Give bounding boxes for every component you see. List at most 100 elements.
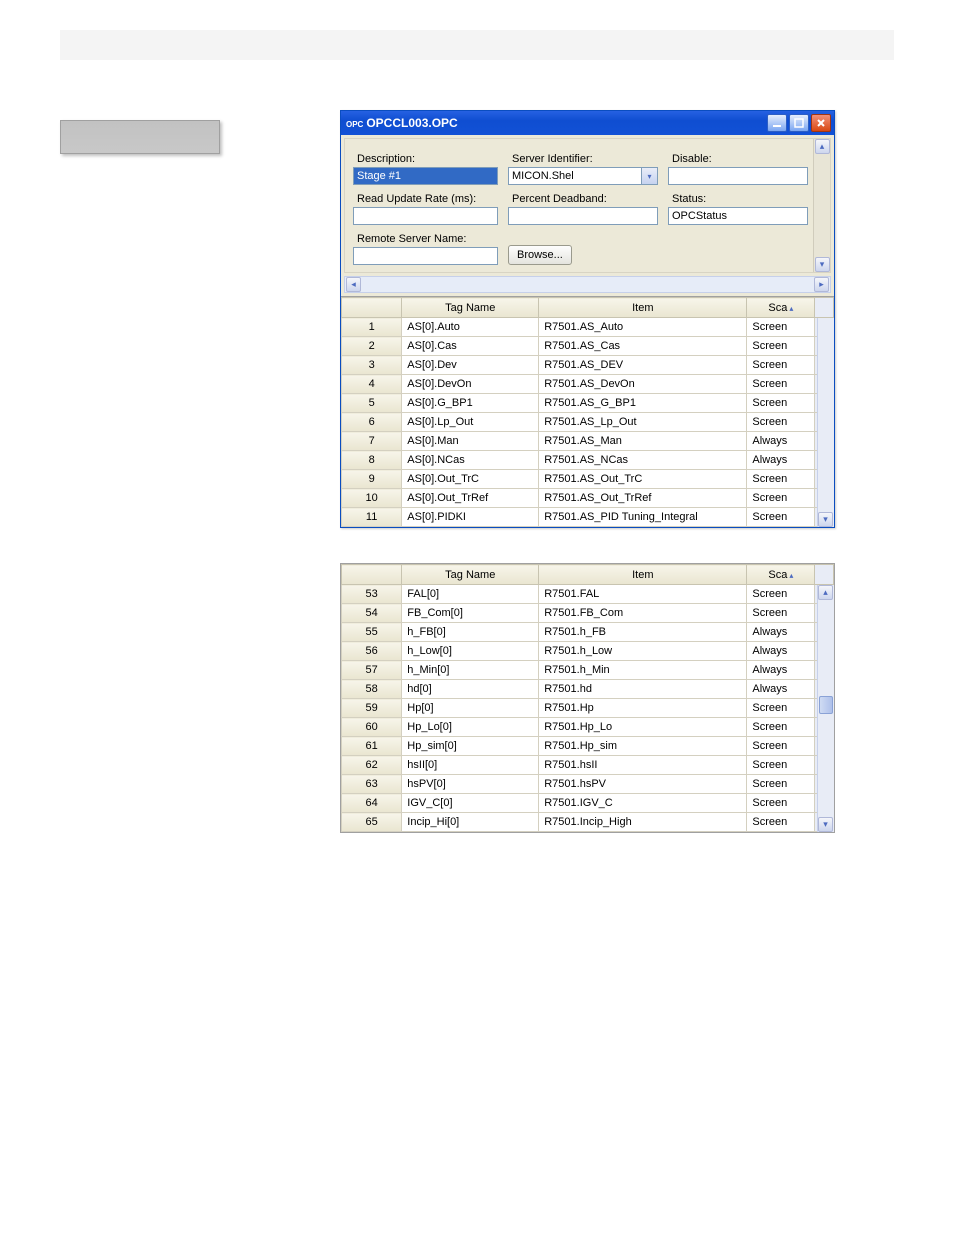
grid2-sca-cell[interactable]: Always [747, 680, 815, 699]
grid2-item-cell[interactable]: R7501.h_Min [539, 661, 747, 680]
grid1-tag-cell[interactable]: AS[0].Cas [402, 337, 539, 356]
grid1-sca-cell[interactable]: Screen [747, 356, 815, 375]
grid2-item-cell[interactable]: R7501.h_FB [539, 623, 747, 642]
grid1-tag-cell[interactable]: AS[0].PIDKI [402, 508, 539, 527]
grid2-tag-cell[interactable]: IGV_C[0] [402, 794, 539, 813]
grid2-item-cell[interactable]: R7501.h_Low [539, 642, 747, 661]
table-row[interactable]: 8AS[0].NCasR7501.AS_NCasAlways [342, 451, 834, 470]
remote-server-name-input[interactable] [353, 247, 498, 265]
grid1-item-cell[interactable]: R7501.AS_G_BP1 [539, 394, 747, 413]
grid2-item-cell[interactable]: R7501.hsPV [539, 775, 747, 794]
grid1-tag-cell[interactable]: AS[0].Lp_Out [402, 413, 539, 432]
grid1-item-cell[interactable]: R7501.AS_Cas [539, 337, 747, 356]
grid1-scroll-down-icon[interactable]: ▾ [818, 512, 833, 527]
grid1-item-cell[interactable]: R7501.AS_PID Tuning_Integral [539, 508, 747, 527]
grid2-item-cell[interactable]: R7501.hsII [539, 756, 747, 775]
grid1-tag-cell[interactable]: AS[0].Man [402, 432, 539, 451]
table-row[interactable]: 61Hp_sim[0]R7501.Hp_simScreen [342, 737, 834, 756]
table-row[interactable]: 7AS[0].ManR7501.AS_ManAlways [342, 432, 834, 451]
grid2-item-cell[interactable]: R7501.Incip_High [539, 813, 747, 832]
maximize-button[interactable] [789, 114, 809, 132]
table-row[interactable]: 6AS[0].Lp_OutR7501.AS_Lp_OutScreen [342, 413, 834, 432]
table-row[interactable]: 56h_Low[0]R7501.h_LowAlways [342, 642, 834, 661]
table-row[interactable]: 57h_Min[0]R7501.h_MinAlways [342, 661, 834, 680]
grid2-sca-cell[interactable]: Screen [747, 756, 815, 775]
grid2-scroll-down-icon[interactable]: ▾ [818, 817, 833, 832]
server-identifier-input[interactable]: MICON.Shel [508, 167, 641, 185]
grid1-item-cell[interactable]: R7501.AS_Lp_Out [539, 413, 747, 432]
table-row[interactable]: 65Incip_Hi[0]R7501.Incip_HighScreen [342, 813, 834, 832]
grid1-tag-cell[interactable]: AS[0].Auto [402, 318, 539, 337]
grid1-tag-cell[interactable]: AS[0].NCas [402, 451, 539, 470]
grid1-sca-cell[interactable]: Screen [747, 337, 815, 356]
server-identifier-dropdown-icon[interactable]: ▾ [641, 167, 658, 185]
scroll-down-icon[interactable]: ▾ [815, 257, 830, 272]
grid2-item-cell[interactable]: R7501.FAL [539, 585, 747, 604]
disable-input[interactable] [668, 167, 808, 185]
grid2-sca-cell[interactable]: Screen [747, 737, 815, 756]
table-row[interactable]: 62hsII[0]R7501.hsIIScreen [342, 756, 834, 775]
grid1-item-cell[interactable]: R7501.AS_DEV [539, 356, 747, 375]
grid2-sca-cell[interactable]: Screen [747, 585, 815, 604]
grid2-item-cell[interactable]: R7501.IGV_C [539, 794, 747, 813]
grid2-tag-cell[interactable]: Hp_sim[0] [402, 737, 539, 756]
table-row[interactable]: 11AS[0].PIDKIR7501.AS_PID Tuning_Integra… [342, 508, 834, 527]
read-update-rate-input[interactable] [353, 207, 498, 225]
grid2-sca-cell[interactable]: Always [747, 642, 815, 661]
grid2-sca-cell[interactable]: Screen [747, 813, 815, 832]
form-vscroll[interactable]: ▴ ▾ [813, 139, 830, 272]
grid1-sca-cell[interactable]: Screen [747, 394, 815, 413]
status-input[interactable]: OPCStatus [668, 207, 808, 225]
description-input[interactable]: Stage #1 [353, 167, 498, 185]
grid2-item-cell[interactable]: R7501.Hp [539, 699, 747, 718]
grid1-tag-cell[interactable]: AS[0].Out_TrRef [402, 489, 539, 508]
grid2-sca-cell[interactable]: Screen [747, 718, 815, 737]
grid2-tag-cell[interactable]: hd[0] [402, 680, 539, 699]
grid2-item-cell[interactable]: R7501.Hp_sim [539, 737, 747, 756]
grid1-tag-cell[interactable]: AS[0].Out_TrC [402, 470, 539, 489]
grid2-tag-cell[interactable]: Hp_Lo[0] [402, 718, 539, 737]
grid2-item-cell[interactable]: R7501.hd [539, 680, 747, 699]
grid1-tag-cell[interactable]: AS[0].Dev [402, 356, 539, 375]
grid2-sca-cell[interactable]: Always [747, 623, 815, 642]
browse-button[interactable]: Browse... [508, 245, 572, 265]
grid2-sca-cell[interactable]: Always [747, 661, 815, 680]
table-row[interactable]: 58hd[0]R7501.hdAlways [342, 680, 834, 699]
grid2-sca-cell[interactable]: Screen [747, 794, 815, 813]
scroll-right-icon[interactable]: ▸ [814, 277, 829, 292]
grid1-tag-cell[interactable]: AS[0].G_BP1 [402, 394, 539, 413]
table-row[interactable]: 1AS[0].AutoR7501.AS_AutoScreen [342, 318, 834, 337]
grid2-tag-cell[interactable]: hsII[0] [402, 756, 539, 775]
table-row[interactable]: 60Hp_Lo[0]R7501.Hp_LoScreen [342, 718, 834, 737]
minimize-button[interactable] [767, 114, 787, 132]
grid2-tag-cell[interactable]: FAL[0] [402, 585, 539, 604]
table-row[interactable]: 54FB_Com[0]R7501.FB_ComScreen [342, 604, 834, 623]
table-row[interactable]: 4AS[0].DevOnR7501.AS_DevOnScreen [342, 375, 834, 394]
grid2-sca-cell[interactable]: Screen [747, 699, 815, 718]
grid1-sca-cell[interactable]: Screen [747, 375, 815, 394]
grid2-scroll-thumb[interactable] [819, 696, 833, 714]
grid2-tag-cell[interactable]: h_Low[0] [402, 642, 539, 661]
grid2-sca-cell[interactable]: Screen [747, 604, 815, 623]
grid1-sca-cell[interactable]: Screen [747, 508, 815, 527]
table-row[interactable]: 55h_FB[0]R7501.h_FBAlways [342, 623, 834, 642]
scroll-left-icon[interactable]: ◂ [346, 277, 361, 292]
grid2-scroll-up-icon[interactable]: ▴ [818, 585, 833, 600]
grid2-vscroll[interactable]: ▴ ▾ [817, 585, 834, 832]
table-row[interactable]: 63hsPV[0]R7501.hsPVScreen [342, 775, 834, 794]
grid1-header-rownum[interactable] [342, 298, 402, 318]
grid1-item-cell[interactable]: R7501.AS_Auto [539, 318, 747, 337]
grid1-item-cell[interactable]: R7501.AS_Out_TrC [539, 470, 747, 489]
grid1-item-cell[interactable]: R7501.AS_Man [539, 432, 747, 451]
grid1-item-cell[interactable]: R7501.AS_Out_TrRef [539, 489, 747, 508]
table-row[interactable]: 3AS[0].DevR7501.AS_DEVScreen [342, 356, 834, 375]
grid1-header-item[interactable]: Item [539, 298, 747, 318]
grid2-item-cell[interactable]: R7501.Hp_Lo [539, 718, 747, 737]
grid1-sca-cell[interactable]: Screen [747, 413, 815, 432]
grid2-header-sca[interactable]: Sca▴ [747, 565, 815, 585]
grid1-item-cell[interactable]: R7501.AS_NCas [539, 451, 747, 470]
table-row[interactable]: 9AS[0].Out_TrCR7501.AS_Out_TrCScreen [342, 470, 834, 489]
grid2-header-item[interactable]: Item [539, 565, 747, 585]
grid1-header-sca[interactable]: Sca▴ [747, 298, 815, 318]
grid2-tag-cell[interactable]: hsPV[0] [402, 775, 539, 794]
